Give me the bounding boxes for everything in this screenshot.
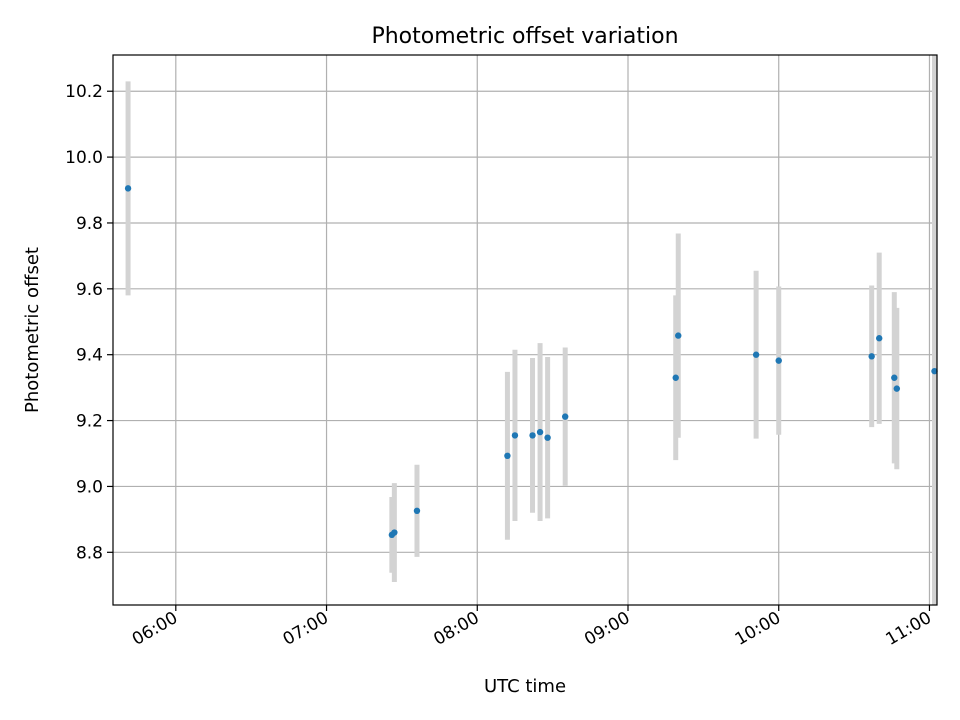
y-tick-label: 10.2 bbox=[65, 82, 103, 102]
y-tick-label: 9.4 bbox=[76, 346, 103, 366]
x-axis-ticks: 06:00 07:00 08:00 09:00 10:00 11:00 bbox=[129, 605, 935, 650]
y-axis-ticks: 8.8 9.0 9.2 9.4 9.6 9.8 10.0 10.2 bbox=[65, 82, 113, 563]
y-tick-label: 10.0 bbox=[65, 148, 103, 168]
data-point bbox=[752, 351, 760, 358]
data-point bbox=[931, 367, 938, 375]
y-axis-label: Photometric offset bbox=[22, 247, 43, 413]
data-points bbox=[124, 185, 938, 539]
data-point bbox=[891, 374, 898, 381]
data-point bbox=[504, 452, 511, 460]
data-point bbox=[672, 374, 679, 381]
y-tick-label: 9.8 bbox=[76, 214, 103, 234]
data-point bbox=[391, 529, 398, 536]
data-point bbox=[536, 428, 544, 436]
y-tick-label: 9.2 bbox=[76, 412, 103, 432]
data-point bbox=[876, 335, 883, 342]
x-tick-label: 06:00 bbox=[129, 608, 181, 650]
data-point bbox=[868, 353, 875, 360]
x-tick-label: 07:00 bbox=[280, 608, 332, 650]
data-point bbox=[675, 332, 682, 339]
y-tick-label: 9.6 bbox=[76, 280, 103, 300]
data-point bbox=[775, 357, 782, 364]
x-tick-label: 09:00 bbox=[581, 608, 633, 650]
data-point bbox=[561, 413, 569, 420]
plot-frame bbox=[112, 54, 938, 606]
data-point bbox=[511, 432, 519, 439]
x-tick-label: 10:00 bbox=[732, 608, 784, 650]
x-tick-label: 11:00 bbox=[883, 608, 935, 650]
grid bbox=[113, 55, 937, 605]
y-tick-label: 9.0 bbox=[76, 477, 103, 497]
error-bars bbox=[125, 55, 937, 605]
data-point bbox=[893, 385, 901, 392]
data-point bbox=[124, 185, 132, 192]
x-tick-label: 08:00 bbox=[430, 608, 482, 650]
x-axis-label: UTC time bbox=[484, 676, 566, 697]
data-point bbox=[413, 507, 421, 515]
y-tick-label: 8.8 bbox=[76, 543, 103, 563]
chart-title: Photometric offset variation bbox=[371, 24, 678, 49]
data-point bbox=[544, 434, 551, 441]
data-point bbox=[529, 432, 536, 439]
